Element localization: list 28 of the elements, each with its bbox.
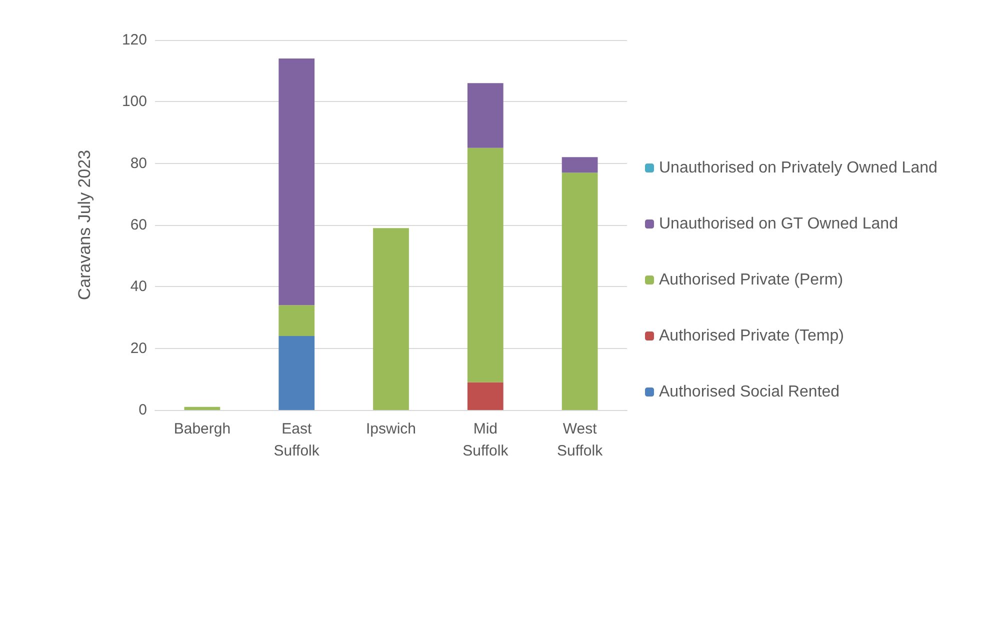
y-tick-label: 40 [130, 278, 147, 296]
x-tick-label: Ipswich [366, 420, 416, 438]
bar [278, 336, 315, 410]
bar [184, 406, 220, 410]
legend-label: Unauthorised on GT Owned Land [659, 216, 898, 232]
y-tick-label: 0 [138, 402, 147, 418]
bar [467, 83, 504, 148]
x-tick-label: Babergh [174, 420, 231, 438]
legend-label: Authorised Private (Temp) [659, 328, 844, 344]
bar [467, 148, 504, 382]
bar [373, 228, 409, 410]
y-axis-title: Caravans July 2023 [75, 150, 94, 300]
legend-label: Authorised Social Rented [659, 384, 840, 400]
bar [467, 382, 504, 410]
bar [562, 172, 598, 410]
bar [562, 157, 598, 173]
x-tick-label: West Suffolk [557, 420, 604, 460]
x-tick-label: East Suffolk [274, 420, 320, 460]
legend-label: Unauthorised on Privately Owned Land [659, 160, 938, 176]
legend-label: Authorised Private (Perm) [659, 272, 844, 288]
y-tick-label: 80 [130, 154, 147, 172]
y-tick-label: 120 [122, 32, 147, 48]
x-tick-label: Mid Suffolk [462, 420, 509, 460]
y-tick-label: 60 [130, 216, 147, 234]
y-tick-label: 100 [122, 93, 147, 110]
y-tick-label: 20 [130, 340, 147, 357]
bar [278, 305, 315, 336]
bar [278, 58, 315, 306]
